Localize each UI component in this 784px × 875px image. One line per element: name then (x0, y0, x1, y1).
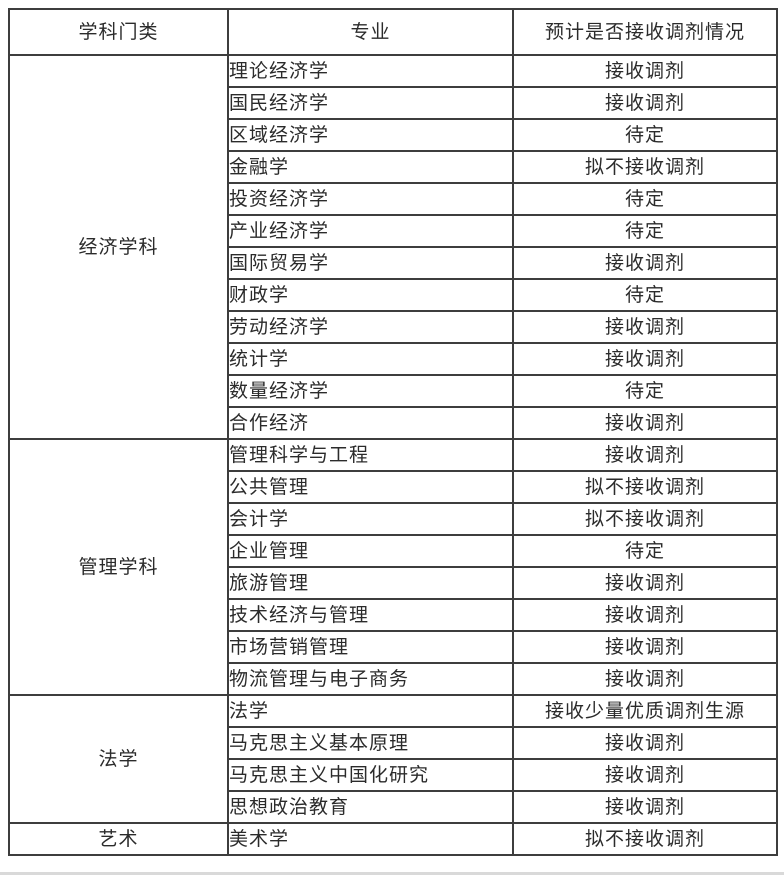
table-row: 财政学 待定 (9, 278, 778, 312)
major-cell: 理论经济学 (227, 54, 514, 88)
major-cell: 管理科学与工程 (227, 438, 514, 472)
major-cell: 数量经济学 (227, 374, 514, 408)
major-cell: 技术经济与管理 (227, 598, 514, 632)
table-row: 旅游管理 接收调剂 (9, 566, 778, 600)
table-row: 经济学科 理论经济学 接收调剂 (8, 54, 778, 440)
major-cell: 产业经济学 (227, 214, 514, 248)
category-cell: 经济学科 (8, 54, 229, 440)
major-cell: 会计学 (227, 502, 514, 536)
table-row: 马克思主义中国化研究 接收调剂 (9, 758, 778, 792)
status-cell: 拟不接收调剂 (512, 150, 778, 184)
status-cell: 拟不接收调剂 (512, 502, 778, 536)
major-cell: 美术学 (227, 822, 514, 856)
transfer-acceptance-table-container: 学科门类 专业 预计是否接收调剂情况 经济学科 理论经济学 接收调剂 国民经济学 接收调… (8, 8, 778, 856)
major-cell: 旅游管理 (227, 566, 514, 600)
table-row: 物流管理与电子商务 接收调剂 (9, 662, 778, 696)
status-cell: 接收调剂 (512, 54, 778, 88)
table-row: 产业经济学 待定 (9, 214, 778, 248)
table-row: 技术经济与管理 接收调剂 (9, 598, 778, 632)
table-row: 法学 法学 接收少量优质调剂生源 (8, 694, 778, 824)
status-cell: 接收调剂 (512, 406, 778, 440)
status-cell: 接收调剂 (512, 662, 778, 696)
table-row: 金融学 拟不接收调剂 (9, 150, 778, 184)
major-cell: 合作经济 (227, 406, 514, 440)
table-body: 经济学科 理论经济学 接收调剂 国民经济学 接收调剂 区域经济学 待定 金融学 拟不接收调剂 投资… (8, 54, 778, 856)
header-major: 专业 (227, 8, 514, 56)
major-cell: 区域经济学 (227, 118, 514, 152)
table-row: 统计学 接收调剂 (9, 342, 778, 376)
status-cell: 接收调剂 (512, 598, 778, 632)
status-cell: 接收少量优质调剂生源 (512, 694, 778, 728)
major-cell: 市场营销管理 (227, 630, 514, 664)
major-cell: 马克思主义基本原理 (227, 726, 514, 760)
status-cell: 待定 (512, 374, 778, 408)
table-row: 思想政治教育 接收调剂 (9, 790, 778, 824)
major-cell: 劳动经济学 (227, 310, 514, 344)
table-row: 企业管理 待定 (9, 534, 778, 568)
table-row: 投资经济学 待定 (9, 182, 778, 216)
category-cell: 法学 (8, 694, 229, 824)
table-row: 管理学科 管理科学与工程 接收调剂 (8, 438, 778, 696)
table-row: 数量经济学 待定 (9, 374, 778, 408)
table-row: 会计学 拟不接收调剂 (9, 502, 778, 536)
status-cell: 待定 (512, 214, 778, 248)
status-cell: 待定 (512, 278, 778, 312)
status-cell: 拟不接收调剂 (512, 470, 778, 504)
status-cell: 接收调剂 (512, 342, 778, 376)
table-row: 市场营销管理 接收调剂 (9, 630, 778, 664)
major-cell: 公共管理 (227, 470, 514, 504)
category-cell: 艺术 (8, 822, 229, 856)
status-cell: 接收调剂 (512, 86, 778, 120)
status-cell: 待定 (512, 182, 778, 216)
table-row: 劳动经济学 接收调剂 (9, 310, 778, 344)
table-row: 区域经济学 待定 (9, 118, 778, 152)
major-cell: 投资经济学 (227, 182, 514, 216)
table-header-row: 学科门类 专业 预计是否接收调剂情况 (8, 8, 778, 56)
major-cell: 国民经济学 (227, 86, 514, 120)
category-cell: 管理学科 (8, 438, 229, 696)
major-cell: 国际贸易学 (227, 246, 514, 280)
status-cell: 接收调剂 (512, 790, 778, 824)
bottom-edge-line (0, 872, 784, 875)
status-cell: 待定 (512, 118, 778, 152)
status-cell: 待定 (512, 534, 778, 568)
status-cell: 接收调剂 (512, 630, 778, 664)
major-cell: 财政学 (227, 278, 514, 312)
status-cell: 拟不接收调剂 (512, 822, 778, 856)
transfer-acceptance-table: 学科门类 专业 预计是否接收调剂情况 经济学科 理论经济学 接收调剂 国民经济学 接收调… (8, 8, 778, 856)
status-cell: 接收调剂 (512, 566, 778, 600)
major-cell: 企业管理 (227, 534, 514, 568)
major-cell: 马克思主义中国化研究 (227, 758, 514, 792)
status-cell: 接收调剂 (512, 246, 778, 280)
major-cell: 物流管理与电子商务 (227, 662, 514, 696)
status-cell: 接收调剂 (512, 758, 778, 792)
status-cell: 接收调剂 (512, 726, 778, 760)
table-row: 合作经济 接收调剂 (9, 406, 778, 440)
major-cell: 统计学 (227, 342, 514, 376)
table-row: 公共管理 拟不接收调剂 (9, 470, 778, 504)
table-row: 国际贸易学 接收调剂 (9, 246, 778, 280)
major-cell: 法学 (227, 694, 514, 728)
table-row: 国民经济学 接收调剂 (9, 86, 778, 120)
major-cell: 思想政治教育 (227, 790, 514, 824)
table-row: 艺术 美术学 拟不接收调剂 (8, 822, 778, 856)
table-row: 马克思主义基本原理 接收调剂 (9, 726, 778, 760)
header-category: 学科门类 (8, 8, 229, 56)
header-status: 预计是否接收调剂情况 (512, 8, 778, 56)
status-cell: 接收调剂 (512, 438, 778, 472)
major-cell: 金融学 (227, 150, 514, 184)
status-cell: 接收调剂 (512, 310, 778, 344)
